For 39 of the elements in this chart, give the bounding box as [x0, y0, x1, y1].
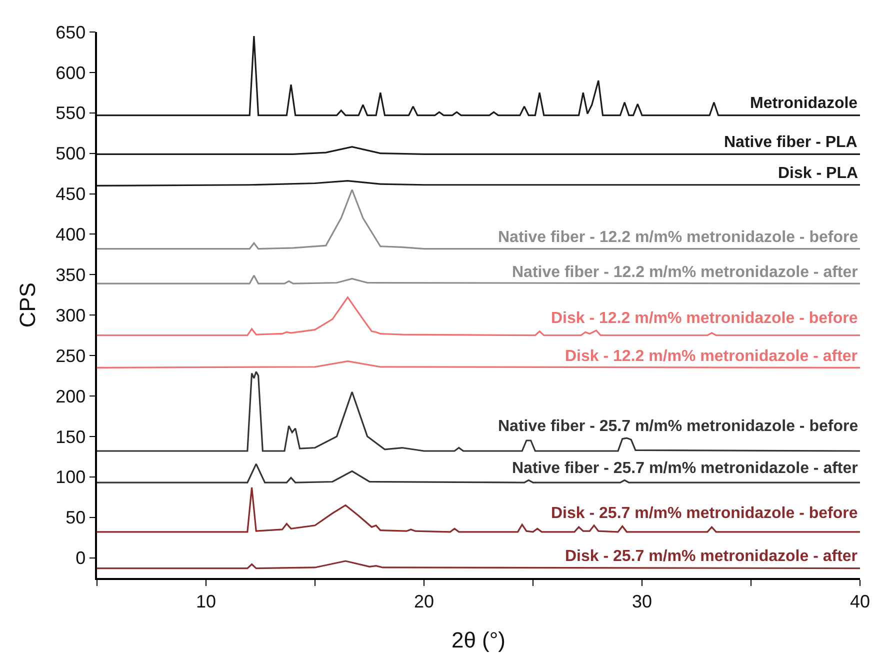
series-label: Disk - 25.7 m/m% metronidazole - before — [551, 505, 858, 522]
y-tick-label: 350 — [56, 264, 86, 285]
y-tick-label: 450 — [56, 184, 86, 204]
y-tick-label: 550 — [56, 103, 86, 124]
x-tick-label: 20 — [414, 591, 434, 612]
series-label: Native fiber - 25.7 m/m% metronidazole - before — [498, 418, 858, 435]
y-tick-label: 400 — [56, 224, 86, 245]
line-series — [97, 146, 860, 155]
y-tick-label: 600 — [56, 62, 86, 83]
series-label: Disk - 12.2 m/m% metronidazole - before — [551, 310, 858, 327]
line-series — [97, 463, 860, 484]
line-series — [97, 370, 860, 452]
line-series — [97, 486, 860, 533]
x-tick-label: 40 — [850, 591, 870, 612]
y-tick-label: 300 — [56, 305, 86, 326]
series-label: Native fiber - 25.7 m/m% metronidazole - after — [512, 460, 858, 477]
line-series — [97, 560, 860, 570]
line-series — [97, 188, 860, 250]
y-tick-label: 100 — [56, 467, 86, 488]
y-tick-label: 150 — [56, 426, 86, 447]
y-tick-label: 250 — [56, 346, 86, 366]
line-series — [97, 296, 860, 336]
series-label: Native fiber - 12.2 m/m% metronidazole - before — [498, 229, 858, 246]
y-tick-label: 650 — [56, 22, 86, 42]
series-label: Disk - PLA — [778, 165, 858, 182]
line-series — [97, 35, 860, 116]
y-tick-label: 500 — [56, 144, 86, 164]
series-label: Disk - 25.7 m/m% metronidazole - after — [565, 548, 858, 565]
y-tick-label: 0 — [76, 548, 86, 568]
x-tick-label: 30 — [632, 591, 652, 612]
x-tick-label: 10 — [196, 591, 216, 612]
y-tick-label: 200 — [56, 386, 86, 406]
series-label: Metronidazole — [750, 95, 858, 112]
series-label: Disk - 12.2 m/m% metronidazole - after — [565, 348, 858, 365]
series-label: Native fiber - 12.2 m/m% metronidazole - after — [512, 264, 858, 281]
y-axis-title: CPS — [14, 282, 40, 328]
y-tick-label: 50 — [66, 508, 86, 528]
x-axis-title: 2θ (°) — [451, 628, 506, 653]
series-label: Native fiber - PLA — [724, 134, 858, 151]
